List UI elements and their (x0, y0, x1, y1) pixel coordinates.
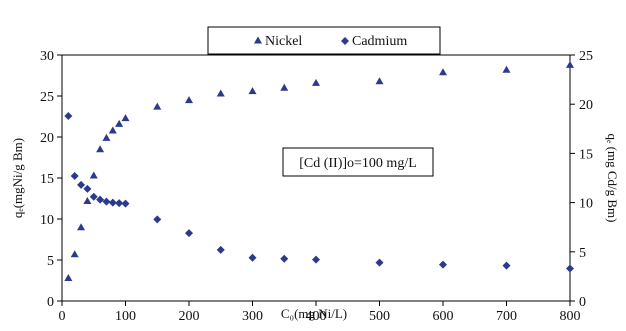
legend-nickel-label: Nickel (265, 34, 302, 49)
cadmium-point (83, 184, 92, 193)
cadmium-point (64, 112, 73, 121)
cadmium-point (248, 253, 257, 262)
legend: Nickel Cadmium (207, 26, 441, 55)
plot-border (61, 54, 571, 302)
nickel-point (115, 119, 124, 127)
nickel-point (64, 274, 73, 282)
y-left-tick-label: 20 (40, 131, 54, 146)
nickel-point (248, 87, 257, 95)
x-tick-label: 600 (433, 309, 454, 324)
x-tick-label: 700 (496, 309, 517, 324)
nickel-point (121, 114, 130, 122)
cadmium-point (70, 172, 79, 181)
y-left-tick-label: 30 (40, 49, 54, 64)
y-left-tick-label: 25 (40, 90, 54, 105)
y-left-tick-label: 15 (40, 172, 54, 187)
x-axis: 0 100 200 300 400 500 600 700 800 (59, 301, 581, 324)
y-right-tick-label: 0 (579, 295, 586, 310)
y-right-tick-label: 25 (579, 49, 593, 64)
x-tick-label: 300 (242, 309, 263, 324)
cadmium-point (280, 254, 289, 263)
cadmium-point (502, 261, 511, 270)
y-right-tick-label: 5 (579, 246, 586, 261)
y-axis-left: 0 5 10 15 20 25 30 (40, 49, 62, 310)
cadmium-point (216, 245, 225, 254)
cadmium-point (108, 198, 117, 207)
nickel-point (375, 77, 384, 85)
cadmium-point (121, 199, 130, 208)
x-tick-label: 200 (179, 309, 200, 324)
y-right-tick-label: 15 (579, 147, 593, 162)
cadmium-point (312, 255, 320, 264)
nickel-point (89, 171, 98, 179)
nickel-point (216, 89, 225, 97)
nickel-point (312, 78, 320, 86)
nickel-point (96, 145, 105, 153)
cadmium-point (566, 264, 574, 273)
y-right-tick-label: 20 (579, 98, 593, 113)
nickel-point (153, 102, 162, 110)
nickel-point (108, 126, 117, 134)
cadmium-point (153, 215, 162, 224)
y-axis-right: 0 5 10 15 20 25 (570, 49, 593, 310)
cadmium-point (185, 229, 193, 238)
legend-cadmium-marker (341, 37, 349, 45)
cadmium-point (96, 195, 105, 204)
nickel-point (70, 250, 79, 258)
y-right-tick-label: 10 (579, 197, 593, 212)
data-marks (64, 60, 574, 282)
cadmium-point (439, 260, 447, 269)
x-axis-label: C₀(mg Ni/L) (281, 306, 347, 321)
y-left-tick-label: 10 (40, 213, 54, 228)
x-tick-label: 0 (59, 309, 66, 324)
y-axis-right-label: qₑ (mg Cd/g Bm) (605, 134, 620, 223)
nickel-point (185, 96, 193, 104)
x-tick-label: 800 (560, 309, 581, 324)
cadmium-point (375, 258, 384, 267)
plot-frame (61, 54, 571, 302)
annotation-box: [Cd (II)]o=100 mg/L (282, 147, 434, 177)
nickel-point (280, 83, 289, 91)
cadmium-point (89, 192, 98, 201)
nickel-point (439, 68, 447, 76)
y-axis-left-label: qₑ(mgNi/g Bm) (10, 138, 25, 218)
x-tick-label: 400 (306, 309, 327, 324)
x-tick-label: 500 (369, 309, 390, 324)
y-left-tick-label: 5 (47, 254, 54, 269)
x-tick-label: 100 (115, 309, 136, 324)
legend-cadmium-label: Cadmium (352, 34, 407, 49)
nickel-point (83, 196, 92, 204)
legend-nickel-marker (254, 36, 262, 44)
nickel-point (566, 60, 574, 68)
nickel-point (502, 65, 511, 73)
y-left-tick-label: 0 (47, 295, 54, 310)
cadmium-point (115, 199, 124, 208)
nickel-point (77, 223, 86, 231)
nickel-point (102, 133, 111, 141)
annotation-text: [Cd (II)]o=100 mg/L (299, 156, 417, 171)
cadmium-point (102, 197, 111, 206)
cadmium-point (77, 180, 86, 189)
